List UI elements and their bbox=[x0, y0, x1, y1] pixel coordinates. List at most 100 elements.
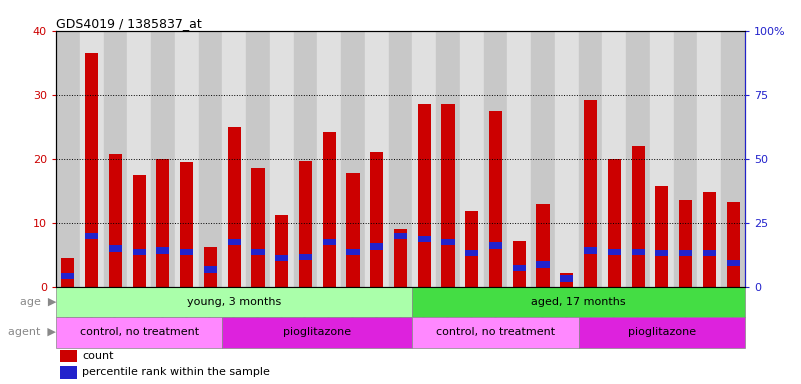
Text: age  ▶: age ▶ bbox=[20, 297, 56, 307]
Bar bbox=[560, 273, 574, 287]
Bar bbox=[59, 350, 77, 362]
Bar bbox=[156, 159, 170, 287]
Bar bbox=[602, 31, 626, 287]
Text: control, no treatment: control, no treatment bbox=[436, 328, 555, 338]
Bar bbox=[276, 255, 288, 262]
Text: agent  ▶: agent ▶ bbox=[8, 328, 56, 338]
Bar bbox=[655, 250, 668, 256]
Bar bbox=[679, 200, 692, 287]
Bar bbox=[578, 31, 602, 287]
Bar bbox=[223, 317, 413, 348]
Bar bbox=[103, 31, 127, 287]
Bar bbox=[698, 31, 721, 287]
Bar bbox=[727, 260, 739, 266]
Bar bbox=[347, 173, 360, 287]
Text: pioglitazone: pioglitazone bbox=[284, 328, 352, 338]
Bar bbox=[460, 31, 484, 287]
Bar bbox=[62, 258, 74, 287]
Bar bbox=[655, 186, 668, 287]
Bar bbox=[679, 250, 692, 256]
Bar bbox=[441, 239, 454, 245]
Bar bbox=[631, 248, 645, 255]
Bar bbox=[631, 146, 645, 287]
Bar bbox=[151, 31, 175, 287]
Bar bbox=[441, 104, 454, 287]
Bar bbox=[489, 242, 502, 248]
Bar bbox=[674, 31, 698, 287]
Bar bbox=[227, 239, 241, 245]
Bar bbox=[413, 317, 578, 348]
Bar bbox=[537, 262, 549, 268]
Bar bbox=[537, 204, 549, 287]
Bar bbox=[394, 233, 407, 239]
Bar bbox=[175, 31, 199, 287]
Bar bbox=[650, 31, 674, 287]
Bar bbox=[465, 250, 478, 256]
Bar bbox=[299, 161, 312, 287]
Bar bbox=[56, 317, 223, 348]
Bar bbox=[56, 31, 80, 287]
Bar bbox=[204, 247, 217, 287]
Bar bbox=[531, 31, 555, 287]
Bar bbox=[608, 248, 621, 255]
Bar bbox=[513, 241, 525, 287]
Bar bbox=[80, 31, 103, 287]
Bar bbox=[370, 152, 384, 287]
Bar bbox=[394, 229, 407, 287]
Bar bbox=[513, 265, 525, 271]
Bar bbox=[418, 104, 431, 287]
Bar bbox=[370, 243, 384, 250]
Bar bbox=[204, 266, 217, 273]
Bar bbox=[62, 273, 74, 279]
Bar bbox=[276, 215, 288, 287]
Bar bbox=[323, 132, 336, 287]
Bar bbox=[199, 31, 223, 287]
Bar bbox=[109, 154, 122, 287]
Bar bbox=[721, 31, 745, 287]
Bar bbox=[484, 31, 507, 287]
Bar bbox=[702, 250, 716, 256]
Bar bbox=[270, 31, 294, 287]
Bar bbox=[727, 202, 739, 287]
Bar bbox=[299, 254, 312, 260]
Bar bbox=[578, 317, 745, 348]
Bar bbox=[584, 247, 597, 254]
Text: control, no treatment: control, no treatment bbox=[79, 328, 199, 338]
Text: aged, 17 months: aged, 17 months bbox=[531, 297, 626, 307]
Bar bbox=[294, 31, 317, 287]
Bar bbox=[555, 31, 578, 287]
Bar bbox=[584, 100, 597, 287]
Bar bbox=[347, 248, 360, 255]
Bar bbox=[252, 248, 264, 255]
Bar bbox=[127, 31, 151, 287]
Bar bbox=[252, 169, 264, 287]
Bar bbox=[317, 31, 341, 287]
Bar bbox=[223, 31, 246, 287]
Bar bbox=[246, 31, 270, 287]
Bar bbox=[626, 31, 650, 287]
Bar bbox=[489, 111, 502, 287]
Bar bbox=[133, 175, 146, 287]
Bar bbox=[180, 162, 193, 287]
Bar bbox=[85, 233, 99, 239]
Bar bbox=[507, 31, 531, 287]
Bar bbox=[133, 248, 146, 255]
Text: count: count bbox=[83, 351, 114, 361]
Bar bbox=[59, 366, 77, 379]
Bar bbox=[365, 31, 388, 287]
Bar bbox=[436, 31, 460, 287]
Bar bbox=[413, 31, 436, 287]
Bar bbox=[156, 247, 170, 254]
Bar bbox=[56, 287, 413, 317]
Bar bbox=[560, 275, 574, 282]
Bar bbox=[85, 53, 99, 287]
Text: GDS4019 / 1385837_at: GDS4019 / 1385837_at bbox=[56, 17, 202, 30]
Bar bbox=[388, 31, 413, 287]
Bar bbox=[180, 248, 193, 255]
Bar bbox=[109, 245, 122, 252]
Bar bbox=[465, 211, 478, 287]
Bar bbox=[418, 236, 431, 242]
Text: pioglitazone: pioglitazone bbox=[628, 328, 696, 338]
Bar bbox=[702, 192, 716, 287]
Text: young, 3 months: young, 3 months bbox=[187, 297, 281, 307]
